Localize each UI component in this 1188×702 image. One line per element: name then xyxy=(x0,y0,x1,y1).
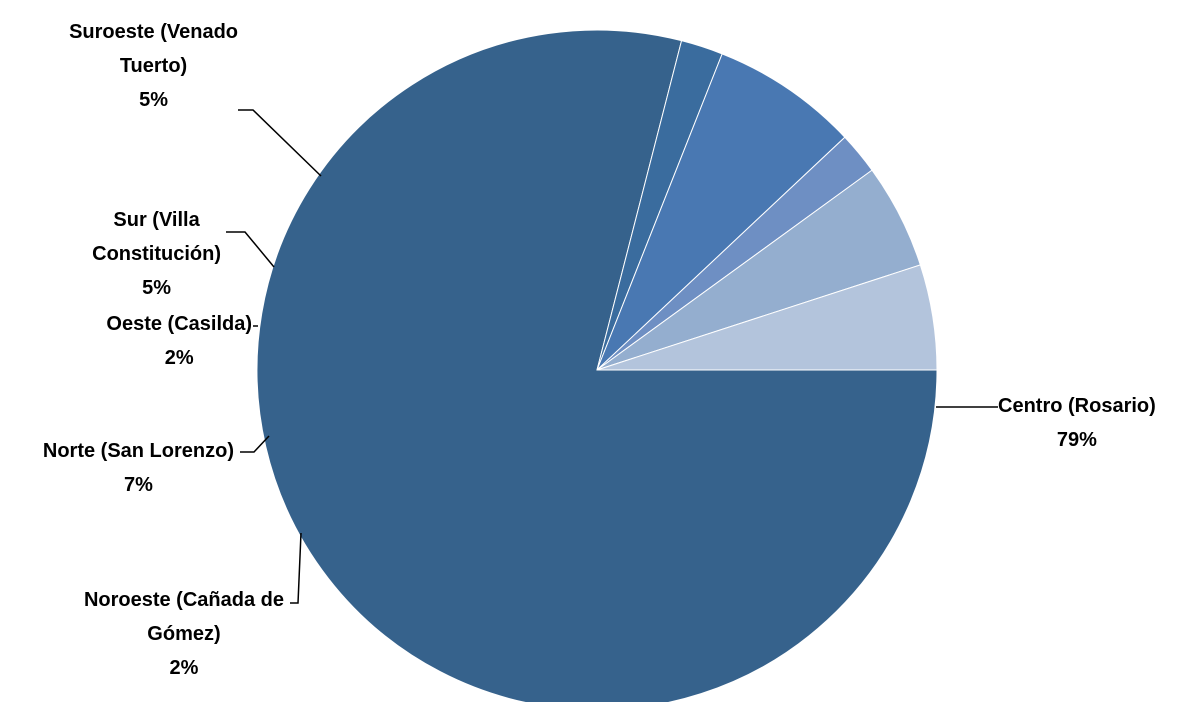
slice-name: Constitución) xyxy=(92,243,221,265)
slice-labels: Centro (Rosario) 79% Noroeste (Cañada de Gó… xyxy=(43,21,1156,679)
leader-line xyxy=(240,435,270,453)
slice-percent: 5% xyxy=(142,277,171,299)
slice-label: Sur (Villa Constitución) 5% xyxy=(92,209,221,299)
pie-slice xyxy=(256,29,938,702)
slice-label: Oeste (Casilda) 2% xyxy=(106,313,252,369)
slice-label: Suroeste (Venado Tuerto) 5% xyxy=(69,21,238,111)
pie-slices xyxy=(256,29,938,702)
slice-name: Noroeste (Cañada de xyxy=(84,589,284,611)
slice-name: Centro (Rosario) xyxy=(998,395,1156,417)
slice-label: Noroeste (Cañada de Gómez) 2% xyxy=(84,589,284,679)
slice-percent: 2% xyxy=(170,657,199,679)
pie-slice xyxy=(596,53,846,371)
leader-line xyxy=(226,231,275,268)
slice-percent: 79% xyxy=(1057,429,1097,451)
slice-percent: 2% xyxy=(165,347,194,369)
slice-label: Centro (Rosario) 79% xyxy=(998,395,1156,451)
leader-line xyxy=(238,109,322,177)
slice-label: Norte (San Lorenzo) 7% xyxy=(43,440,234,496)
slice-name: Tuerto) xyxy=(120,55,187,77)
leader-line xyxy=(290,532,302,604)
slice-name: Suroeste (Venado xyxy=(69,21,238,43)
slice-name: Gómez) xyxy=(147,623,220,645)
slice-name: Norte (San Lorenzo) xyxy=(43,440,234,462)
leader-lines xyxy=(226,109,998,604)
slice-name: Oeste (Casilda) xyxy=(106,313,252,335)
slice-percent: 5% xyxy=(139,89,168,111)
slice-name: Sur (Villa xyxy=(113,209,200,231)
slice-percent: 7% xyxy=(124,474,153,496)
pie-slice xyxy=(596,264,938,371)
